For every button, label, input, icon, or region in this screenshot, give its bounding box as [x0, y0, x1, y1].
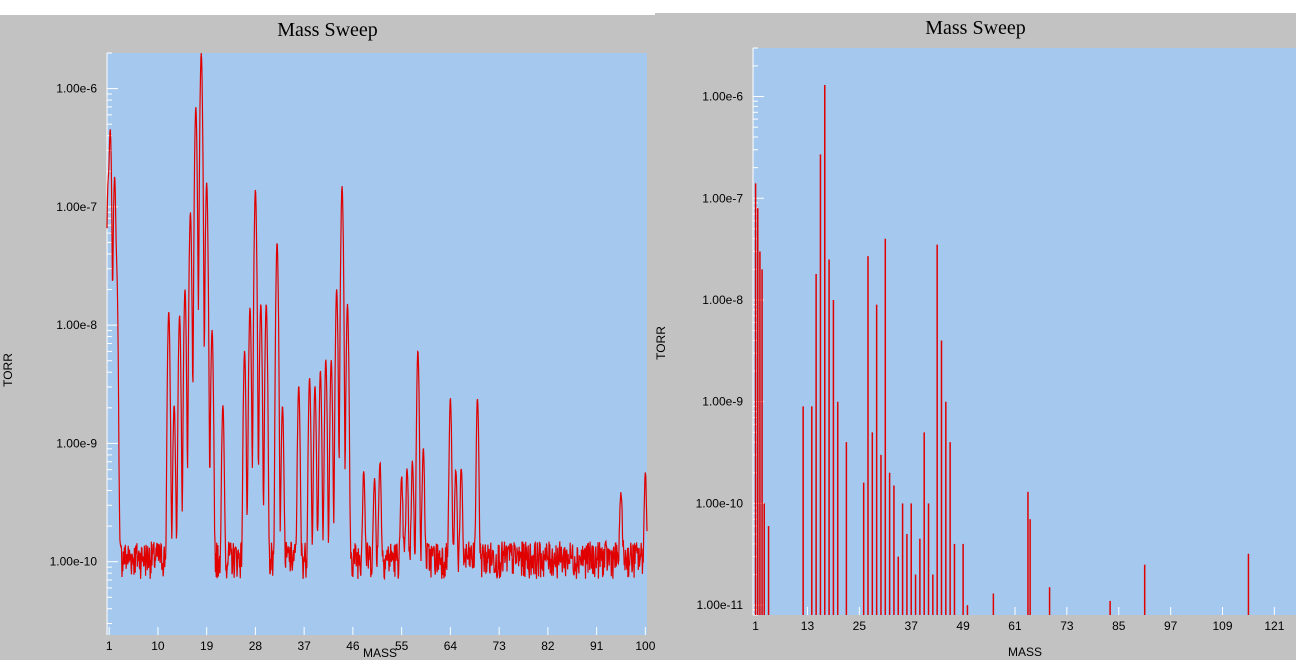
y-tick-label: 1.00e-9: [702, 395, 743, 409]
mass-sweep-chart-right: 1.00e-11 1.00e-10 1.00e-9 1.00e-8 1.00e-7 1.0…: [655, 47, 1296, 659]
x-tick-label: 91: [590, 639, 604, 653]
y-tick-label: 1.00e-8: [56, 318, 97, 332]
x-tick-label: 85: [1112, 619, 1126, 633]
y-axis-title: TORR: [1, 353, 15, 387]
y-tick-label: 1.00e-7: [56, 200, 97, 214]
y-tick-label: 1.00e-8: [702, 293, 743, 307]
x-tick-label: 37: [297, 639, 311, 653]
chart-title: Mass Sweep: [925, 17, 1026, 39]
y-tick-label: 1.00e-6: [702, 90, 743, 104]
x-tick-label: 25: [853, 619, 867, 633]
x-tick-label: 73: [1060, 619, 1074, 633]
x-tick-label: 28: [249, 639, 263, 653]
x-tick-label: 37: [905, 619, 919, 633]
x-tick-label: 100: [635, 639, 655, 653]
mass-sweep-chart-left: 1.00e-10 1.00e-9 1.00e-8 1.00e-7 1.00e-6 1 10 1…: [1, 52, 655, 660]
x-tick-label: 73: [492, 639, 506, 653]
x-tick-label: 19: [200, 639, 214, 653]
x-tick-label: 82: [541, 639, 555, 653]
y-axis-title: TORR: [655, 326, 668, 360]
x-tick-label: 49: [956, 619, 970, 633]
x-tick-label: 109: [1212, 619, 1232, 633]
x-tick-label: 61: [1008, 619, 1022, 633]
x-tick-label: 97: [1164, 619, 1178, 633]
x-tick-label: 121: [1264, 619, 1284, 633]
series-line: [106, 53, 648, 581]
x-tick-label: 1: [752, 619, 759, 633]
y-tick-label: 1.00e-7: [702, 191, 743, 205]
y-tick-label: 1.00e-10: [696, 496, 744, 510]
x-tick-label: 64: [444, 639, 458, 653]
mass-sweep-panel-left: Mass Sweep 1.00e-10 1.00e-9 1.00e-8 1.00e-7…: [0, 15, 655, 660]
y-tick-label: 1.00e-6: [56, 82, 97, 96]
plot-area: [753, 48, 1296, 615]
x-axis-title: MASS: [363, 646, 397, 660]
x-axis-title: MASS: [1008, 645, 1042, 659]
mass-sweep-panel-right: Mass Sweep 1.00e-11 1.00e-10 1.00e-9 1.00e-…: [655, 13, 1296, 660]
y-tick-label: 1.00e-9: [56, 436, 97, 450]
y-tick-label: 1.00e-10: [50, 555, 98, 569]
x-tick-label: 55: [395, 639, 409, 653]
x-tick-label: 10: [151, 639, 165, 653]
x-tick-label: 1: [106, 639, 113, 653]
chart-title: Mass Sweep: [277, 19, 378, 41]
x-tick-label: 13: [801, 619, 815, 633]
x-tick-label: 46: [346, 639, 360, 653]
y-tick-label: 1.00e-11: [697, 598, 744, 612]
